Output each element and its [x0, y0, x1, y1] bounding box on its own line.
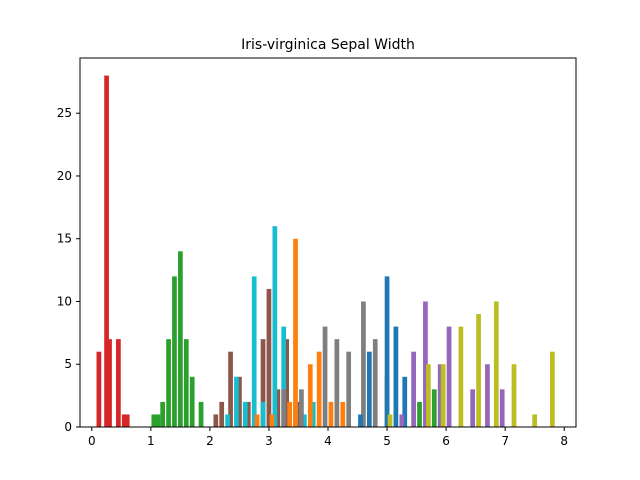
bar-series-7-1 — [411, 351, 416, 427]
bar-series-8-5 — [493, 301, 499, 427]
x-tick-label: 4 — [324, 434, 332, 448]
y-tick-label: 5 — [64, 357, 72, 371]
bar-series-8-4 — [476, 314, 481, 427]
bar-series-2-1 — [219, 401, 225, 427]
x-tick-label: 5 — [383, 434, 391, 448]
bar-series-1-4 — [172, 276, 177, 427]
bar-series-5-6 — [372, 339, 378, 427]
bar-series-4-4 — [307, 364, 313, 427]
ticks-layer: 0 1 2 3 4 5 6 7 8 0 5 10 15 20 25 — [57, 106, 568, 448]
bar-series-2-9 — [296, 401, 301, 427]
y-tick-label: 25 — [57, 106, 72, 120]
bar-series-7-7 — [499, 389, 505, 427]
bar-series-7-0 — [399, 414, 405, 427]
bar-series-3-3 — [251, 276, 257, 427]
bar-series-8-7 — [532, 414, 538, 427]
bar-series-6-3 — [393, 326, 399, 427]
bar-series-3-4 — [260, 401, 266, 427]
bar-series-2-4 — [245, 401, 251, 427]
bar-series-3-0 — [225, 414, 230, 427]
bar-series-9-1 — [431, 389, 437, 427]
x-tick-label: 8 — [560, 434, 568, 448]
y-tick-label: 10 — [57, 294, 72, 308]
bar-series-5-2 — [322, 326, 328, 427]
bar-series-5-4 — [346, 351, 352, 427]
bar-series-7-3 — [437, 364, 443, 427]
bar-series-7-4 — [446, 326, 452, 427]
bar-series-4-3 — [293, 238, 298, 427]
y-tick-label: 20 — [57, 169, 72, 183]
bar-series-3-5 — [272, 226, 278, 427]
bar-series-5-0 — [281, 389, 287, 427]
bar-series-0-0 — [96, 351, 102, 427]
plot-frame — [79, 57, 577, 428]
bar-series-4-5 — [316, 351, 322, 427]
bar-series-4-0 — [254, 414, 260, 427]
bar-series-8-1 — [426, 364, 431, 427]
x-tick-label: 0 — [88, 434, 96, 448]
bar-series-4-1 — [269, 414, 275, 427]
x-tick-label: 6 — [442, 434, 450, 448]
bar-series-1-6 — [183, 339, 189, 427]
bar-series-7-2 — [423, 301, 428, 427]
bar-series-5-1 — [299, 389, 304, 427]
bar-series-2-5 — [260, 339, 266, 427]
bar-series-2-8 — [284, 339, 290, 427]
bar-series-4-6 — [328, 401, 334, 427]
x-tick-label: 1 — [147, 434, 155, 448]
bars-layer — [96, 75, 555, 427]
bar-series-2-6 — [266, 288, 272, 427]
bar-series-3-6 — [281, 326, 287, 427]
bar-series-8-2 — [440, 364, 446, 427]
bar-series-1-2 — [160, 401, 166, 427]
bar-series-1-8 — [198, 401, 204, 427]
chart-title: Iris-virginica Sepal Width — [241, 37, 415, 53]
bar-series-3-1 — [234, 376, 239, 427]
bar-series-2-0 — [213, 414, 219, 427]
bar-series-6-0 — [358, 414, 363, 427]
bar-series-8-3 — [458, 326, 464, 427]
x-tick-label: 7 — [501, 434, 509, 448]
bar-series-2-3 — [237, 376, 242, 427]
bar-series-8-8 — [550, 351, 555, 427]
bar-series-2-7 — [275, 389, 281, 427]
bar-series-9-0 — [417, 401, 422, 427]
bar-series-1-1 — [155, 414, 161, 427]
x-tick-label: 2 — [206, 434, 214, 448]
bar-series-1-5 — [178, 251, 183, 427]
bar-series-6-4 — [402, 376, 408, 427]
bar-series-4-7 — [340, 401, 346, 427]
bar-series-0-4 — [121, 414, 127, 427]
y-tick-label: 0 — [64, 420, 72, 434]
bar-series-0-3 — [116, 339, 121, 427]
bar-series-6-1 — [366, 351, 372, 427]
bar-series-5-3 — [334, 339, 340, 427]
bar-series-0-5 — [124, 414, 130, 427]
bar-series-3-9 — [310, 401, 316, 427]
bar-series-8-0 — [387, 414, 393, 427]
bar-series-4-2 — [287, 401, 292, 427]
bar-series-1-3 — [166, 339, 171, 427]
bar-series-3-2 — [242, 401, 248, 427]
bar-series-0-2 — [107, 339, 112, 427]
bar-series-7-6 — [485, 364, 490, 427]
bar-series-1-7 — [189, 376, 195, 427]
y-tick-label: 15 — [57, 232, 72, 246]
bar-series-1-0 — [151, 414, 157, 427]
bar-series-7-5 — [470, 389, 476, 427]
bar-series-0-1 — [104, 75, 109, 427]
bar-series-2-2 — [228, 351, 233, 427]
bar-series-3-8 — [302, 414, 307, 427]
bar-series-8-6 — [511, 364, 517, 427]
x-tick-label: 3 — [265, 434, 273, 448]
bar-series-5-5 — [361, 301, 366, 427]
bar-series-6-2 — [384, 276, 390, 427]
